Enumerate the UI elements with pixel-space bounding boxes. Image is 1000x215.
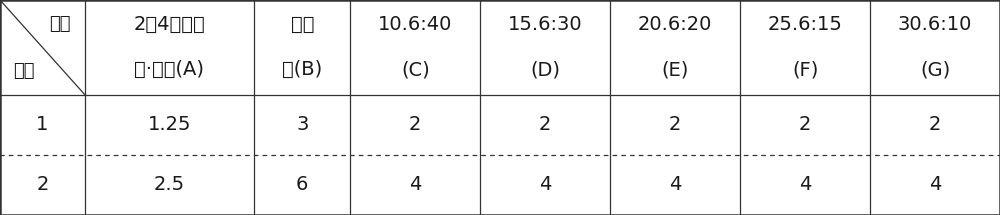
Text: 4: 4 bbox=[669, 175, 681, 194]
Text: 2: 2 bbox=[539, 115, 551, 134]
Text: 1.25: 1.25 bbox=[148, 115, 191, 134]
Text: 4: 4 bbox=[799, 175, 811, 194]
Text: 6: 6 bbox=[296, 175, 308, 194]
Text: (C): (C) bbox=[401, 60, 430, 79]
Text: 2.5: 2.5 bbox=[154, 175, 185, 194]
Text: 特丁: 特丁 bbox=[291, 15, 314, 34]
Text: 2甲4氯异辛: 2甲4氯异辛 bbox=[134, 15, 205, 34]
Text: 20.6:20: 20.6:20 bbox=[638, 15, 712, 34]
Text: 10.6:40: 10.6:40 bbox=[378, 15, 452, 34]
Text: 2: 2 bbox=[409, 115, 421, 134]
Text: 2: 2 bbox=[36, 175, 49, 194]
Text: (E): (E) bbox=[661, 60, 689, 79]
Text: 3: 3 bbox=[296, 115, 308, 134]
Text: 水平: 水平 bbox=[14, 62, 35, 80]
Text: 处理: 处理 bbox=[50, 15, 71, 33]
Text: 4: 4 bbox=[929, 175, 941, 194]
Text: 2: 2 bbox=[929, 115, 941, 134]
Text: (F): (F) bbox=[792, 60, 818, 79]
Text: 4: 4 bbox=[409, 175, 421, 194]
Text: 津(B): 津(B) bbox=[282, 60, 322, 79]
Text: 鄙·双氟(A): 鄙·双氟(A) bbox=[134, 60, 204, 79]
Text: 15.6:30: 15.6:30 bbox=[508, 15, 583, 34]
Text: 25.6:15: 25.6:15 bbox=[768, 15, 843, 34]
Text: 4: 4 bbox=[539, 175, 551, 194]
Text: (G): (G) bbox=[920, 60, 950, 79]
Text: 2: 2 bbox=[799, 115, 811, 134]
Text: 1: 1 bbox=[36, 115, 49, 134]
Text: 30.6:10: 30.6:10 bbox=[898, 15, 972, 34]
Text: 2: 2 bbox=[669, 115, 681, 134]
Text: (D): (D) bbox=[530, 60, 560, 79]
